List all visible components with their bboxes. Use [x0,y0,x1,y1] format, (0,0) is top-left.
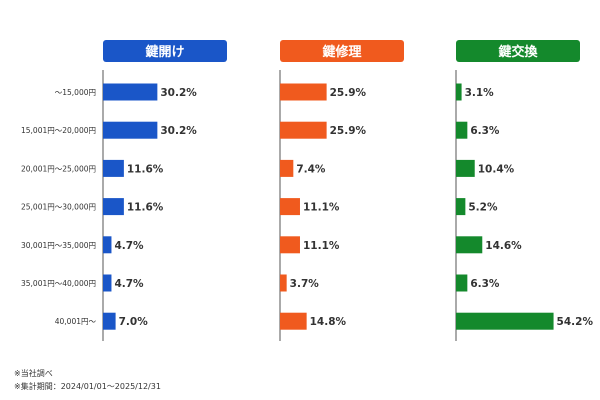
bar-0-3 [103,198,124,216]
category-label-1: 15,001円〜20,000円 [21,126,96,135]
series-header-1 [280,40,404,62]
category-label-4: 30,001円〜35,000円 [21,241,96,250]
bar-1-1 [280,121,327,139]
bar-2-3 [456,198,466,216]
bar-2-6 [456,312,554,330]
series-header-2 [456,40,580,62]
data-label-0-4: 4.7% [114,240,144,252]
bar-2-5 [456,274,468,292]
data-label-1-2: 7.4% [296,163,326,175]
data-label-0-6: 7.0% [119,316,149,328]
data-label-2-6: 54.2% [557,316,594,328]
bar-0-5 [103,274,112,292]
data-label-2-4: 14.6% [485,240,522,252]
data-label-0-3: 11.6% [127,202,164,214]
data-label-1-0: 25.9% [330,87,367,99]
data-label-0-2: 11.6% [127,163,164,175]
data-label-0-5: 4.7% [114,278,144,290]
bar-1-4 [280,236,300,254]
data-label-2-0: 3.1% [465,87,495,99]
note-period: ※集計期間：2024/01/01〜2025/12/31 [14,382,161,391]
data-label-2-5: 6.3% [470,278,500,290]
bar-1-0 [280,83,327,101]
bar-0-6 [103,312,116,330]
bar-0-2 [103,159,124,177]
category-label-2: 20,001円〜25,000円 [21,164,96,173]
bar-0-1 [103,121,158,139]
bar-2-2 [456,159,475,177]
bar-2-1 [456,121,468,139]
bar-1-3 [280,198,300,216]
data-label-1-5: 3.7% [290,278,320,290]
category-label-3: 25,001円〜30,000円 [21,203,96,212]
data-label-2-1: 6.3% [470,125,500,137]
bar-1-6 [280,312,307,330]
category-label-6: 40,001円〜 [55,317,97,326]
data-label-1-4: 11.1% [303,240,340,252]
series-header-0 [103,40,227,62]
bar-1-5 [280,274,287,292]
data-label-0-1: 30.2% [160,125,197,137]
bar-1-2 [280,159,294,177]
data-label-0-0: 30.2% [160,87,197,99]
note-source: ※当社調べ [14,369,53,378]
data-label-1-3: 11.1% [303,202,340,214]
bar-0-4 [103,236,112,254]
data-label-1-6: 14.8% [310,316,347,328]
bar-0-0 [103,83,158,101]
series-header-label-1: 鍵修理 [322,44,361,60]
data-label-2-3: 5.2% [468,202,498,214]
bar-2-4 [456,236,483,254]
series-header-label-2: 鍵交換 [498,44,538,60]
data-label-2-2: 10.4% [478,163,515,175]
category-label-0: 〜15,000円 [55,88,96,97]
data-label-1-1: 25.9% [330,125,367,137]
series-header-label-0: 鍵開け [145,44,184,60]
bar-2-0 [456,83,462,101]
category-label-5: 35,001円〜40,000円 [21,279,96,288]
